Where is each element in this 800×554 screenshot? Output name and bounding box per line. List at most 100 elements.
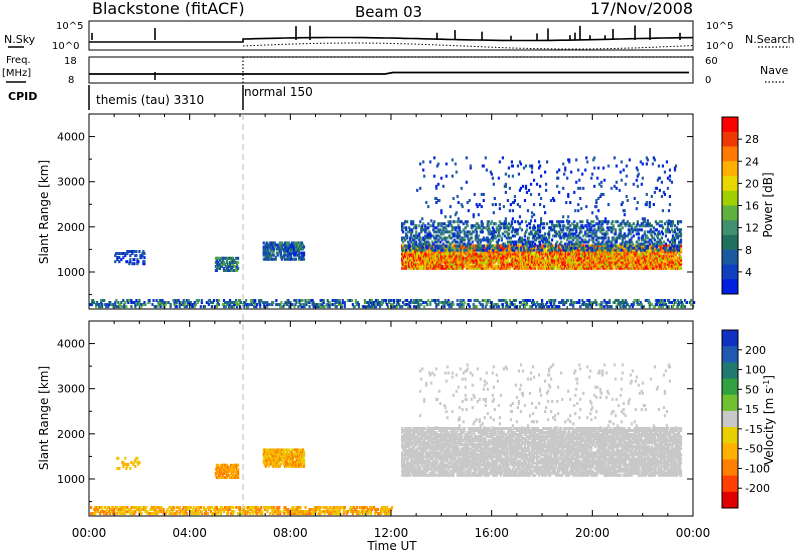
data-cell <box>447 250 450 254</box>
data-cell <box>589 303 592 307</box>
data-cell <box>611 252 614 256</box>
data-cell <box>274 255 277 259</box>
data-cell <box>678 264 682 268</box>
data-cell <box>650 303 653 307</box>
data-cell <box>161 299 164 303</box>
data-cell <box>105 305 108 309</box>
data-cell <box>491 248 494 252</box>
data-cell <box>405 266 408 270</box>
data-cell <box>525 224 529 228</box>
data-cell <box>126 252 129 256</box>
data-cell <box>497 238 500 242</box>
data-cell <box>450 260 453 264</box>
data-cell <box>270 247 273 251</box>
data-cell <box>293 253 297 257</box>
data-cell <box>439 260 442 264</box>
data-cell <box>500 250 503 254</box>
data-cell <box>679 250 683 254</box>
data-cell <box>599 226 602 230</box>
data-cell <box>409 236 412 240</box>
data-cell <box>301 305 304 309</box>
data-cell <box>266 245 269 249</box>
data-cell <box>658 301 661 305</box>
data-cell <box>129 258 132 262</box>
data-cell <box>600 224 603 228</box>
data-cell <box>555 260 558 264</box>
data-cell <box>263 303 266 307</box>
data-cell <box>663 301 667 305</box>
data-cell <box>555 244 558 248</box>
data-cell <box>491 262 494 266</box>
data-cell <box>562 301 565 305</box>
data-cell <box>403 236 406 240</box>
data-cell <box>404 262 407 266</box>
data-cell <box>275 243 278 247</box>
data-cell <box>486 262 489 266</box>
data-cell <box>590 220 593 224</box>
data-cell <box>531 303 535 307</box>
data-cell <box>228 262 232 266</box>
data-cell <box>305 303 308 307</box>
data-cell <box>268 303 271 307</box>
data-cell <box>301 247 305 251</box>
data-cell <box>603 299 606 303</box>
data-cell <box>505 256 508 260</box>
data-cell <box>437 224 440 228</box>
data-cell <box>476 299 479 303</box>
data-cell <box>552 234 555 238</box>
data-cell <box>408 264 411 268</box>
data-cell <box>604 242 607 246</box>
data-cell <box>317 305 320 309</box>
data-cell <box>572 234 575 238</box>
data-cell <box>466 224 469 228</box>
data-cell <box>245 299 248 303</box>
data-cell <box>462 305 465 309</box>
data-cell <box>114 303 117 307</box>
data-cell <box>509 224 512 228</box>
data-cell <box>586 248 589 252</box>
data-cell <box>585 250 588 254</box>
data-cell <box>543 226 546 230</box>
data-cell <box>595 230 598 234</box>
data-cell <box>615 240 618 244</box>
data-cell <box>377 301 381 305</box>
data-cell <box>565 226 568 230</box>
data-cell <box>619 224 622 228</box>
data-cell <box>417 301 420 305</box>
data-cell <box>486 301 489 305</box>
data-cell <box>140 256 143 260</box>
data-cell <box>542 250 545 254</box>
data-cell <box>447 299 450 303</box>
data-cell <box>289 257 293 261</box>
data-cell <box>514 240 518 244</box>
data-cell <box>576 301 579 305</box>
data-cell <box>683 299 687 303</box>
data-cell <box>254 301 257 305</box>
data-cell <box>677 303 681 307</box>
data-cell <box>459 266 462 270</box>
data-cell <box>503 242 506 246</box>
data-cell <box>222 303 226 307</box>
nsky-frame <box>88 20 694 51</box>
data-cell <box>482 254 485 258</box>
data-cell <box>461 262 464 266</box>
data-cell <box>409 238 412 242</box>
data-cell <box>325 303 328 307</box>
data-cell <box>534 238 538 242</box>
data-cell <box>538 248 542 252</box>
data-cell <box>471 258 474 262</box>
data-cell <box>546 222 549 226</box>
data-cell <box>431 252 434 256</box>
data-cell <box>648 303 651 307</box>
data-cell <box>476 226 479 230</box>
data-cell <box>567 250 570 254</box>
data-cell <box>284 245 287 249</box>
data-cell <box>560 240 563 244</box>
data-cell <box>340 303 343 307</box>
data-cell <box>617 301 620 305</box>
data-cell <box>350 299 353 303</box>
data-cell <box>199 305 202 309</box>
data-cell <box>200 299 203 303</box>
data-cell <box>499 248 502 252</box>
data-cell <box>447 256 450 260</box>
